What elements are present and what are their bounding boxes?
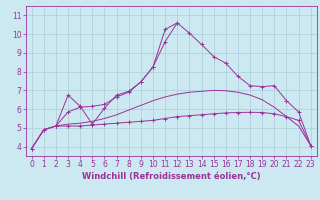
X-axis label: Windchill (Refroidissement éolien,°C): Windchill (Refroidissement éolien,°C) [82,172,260,181]
